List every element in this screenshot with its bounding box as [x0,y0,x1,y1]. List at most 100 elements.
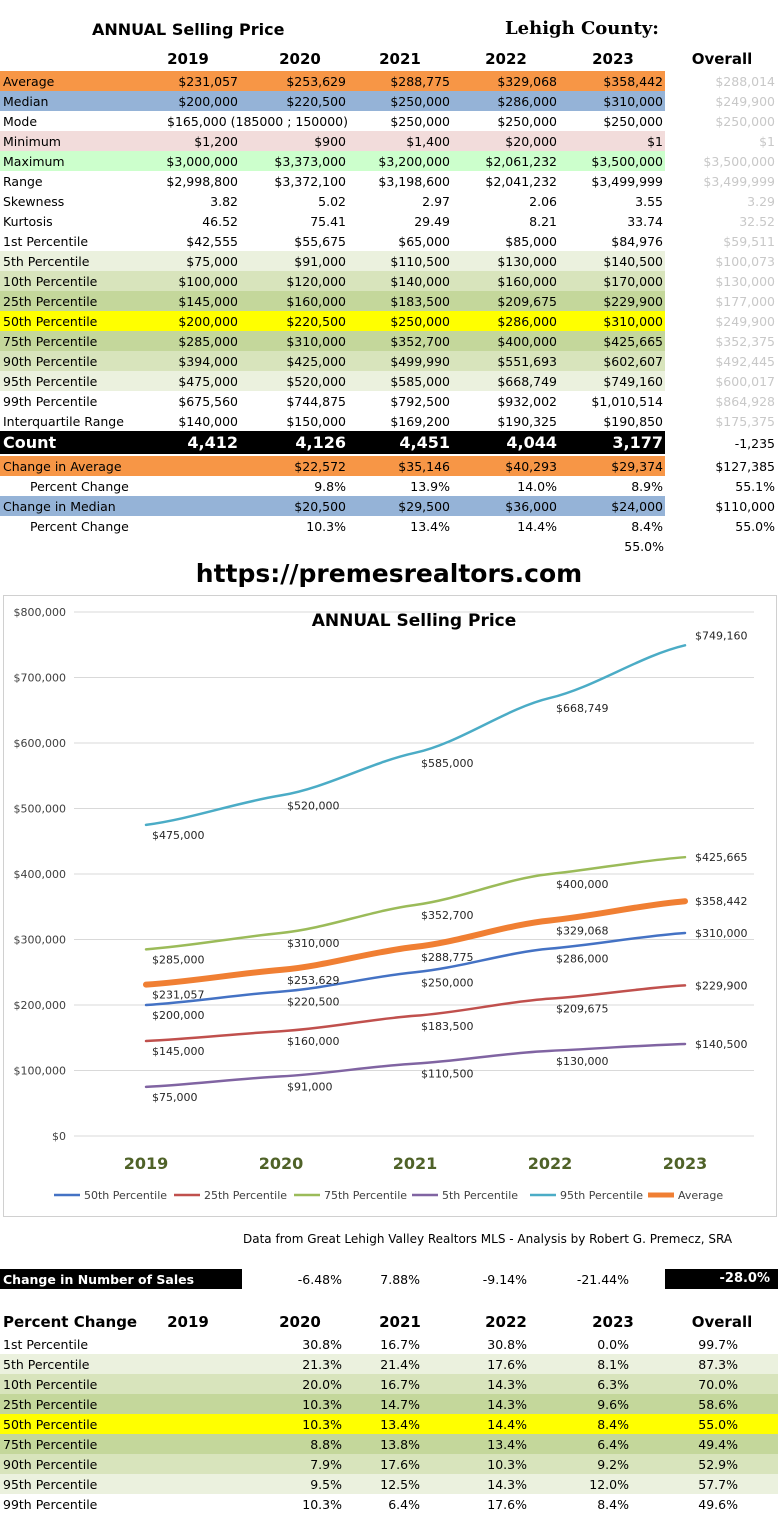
x-tick-label: 2020 [259,1154,304,1173]
row-highlight [0,456,665,476]
cell-value: 9.8% [314,479,346,494]
data-label: $253,629 [287,974,340,987]
row-label: 10th Percentile [3,274,98,289]
cell-value: $1 [647,134,663,149]
pct-cell: 30.8% [487,1337,527,1352]
data-label: $585,000 [421,757,474,770]
year-header: 2023 [592,50,634,68]
count-row: Count 4,412 4,126 4,451 4,044 3,177 -1,235 [0,431,778,454]
sales-change-label: Change in Number of Sales [3,1272,195,1287]
pct-table-title: Percent Change [3,1313,138,1331]
cell-value: $744,875 [286,394,346,409]
data-label: $145,000 [152,1045,205,1058]
stats-row: 5th Percentile $75,000 $91,000 $110,500 $130… [0,251,778,271]
cell-value: $65,000 [398,234,450,249]
overall-value: $3,500,000 [703,154,775,169]
pct-cell: 21.3% [302,1357,342,1372]
data-label: $286,000 [556,953,609,966]
pct-row-label: 25th Percentile [3,1397,98,1412]
pct-row: 99th Percentile 10.3% 6.4% 17.6% 8.4% 49.6% [0,1494,778,1514]
pct-cell: 14.3% [487,1477,527,1492]
cell-value: $286,000 [497,94,557,109]
pct-cell: 12.5% [380,1477,420,1492]
row-label: Average [3,74,55,89]
pct-row-label: 10th Percentile [3,1377,98,1392]
y-tick-label: $300,000 [14,934,67,947]
sales-change-value: -9.14% [482,1272,527,1287]
pct-cell: 13.4% [380,1417,420,1432]
cell-value: $1,400 [406,134,450,149]
data-label: $358,442 [695,895,748,908]
cell-value: $160,000 [497,274,557,289]
cell-value: $352,700 [390,334,450,349]
series-line [144,1042,687,1089]
cell-value: $286,000 [497,314,557,329]
cell-value: $140,000 [178,414,238,429]
x-tick-label: 2021 [393,1154,438,1173]
pct-cell: 12.0% [589,1477,629,1492]
pct-overall: 87.3% [698,1357,738,1372]
cell-value: $675,560 [178,394,238,409]
cell-value: $329,068 [497,74,557,89]
year-header: 2020 [279,50,321,68]
cell-value: $220,500 [286,94,346,109]
data-label: $220,500 [287,996,340,1009]
pct-overall: 55.0% [698,1417,738,1432]
pct-year-header: 2019 [167,1313,209,1331]
stats-row: Skewness 3.82 5.02 2.97 2.06 3.55 3.29 [0,191,778,211]
row-label: Skewness [3,194,65,209]
pct-row: 90th Percentile 7.9% 17.6% 10.3% 9.2% 52.9% [0,1454,778,1474]
cell-value: $29,374 [611,459,663,474]
cell-value: $792,500 [390,394,450,409]
cell-value: $20,000 [505,134,557,149]
stats-row: Median $200,000 $220,500 $250,000 $286,000 $3… [0,91,778,111]
cell-value: $475,000 [178,374,238,389]
cell-value: $250,000 [390,314,450,329]
cell-value: $585,000 [390,374,450,389]
overall-header: Overall [691,50,753,68]
data-label: $130,000 [556,1055,609,1068]
cell-value: $22,572 [294,459,346,474]
overall-value: $177,000 [715,294,775,309]
pct-cell: 13.8% [380,1437,420,1452]
row-label: Minimum [3,134,61,149]
cell-value: $220,500 [286,314,346,329]
pct-cell: 6.3% [597,1377,629,1392]
pct-row-label: 95th Percentile [3,1477,98,1492]
pct-row-label: 90th Percentile [3,1457,98,1472]
overall-value: 3.29 [747,194,775,209]
overall-value: $110,000 [715,499,775,514]
pct-cell: 16.7% [380,1337,420,1352]
count-value: 4,412 [187,433,238,452]
count-overall: -1,235 [734,436,775,451]
cell-value: 8.21 [529,214,557,229]
row-label: 90th Percentile [3,354,98,369]
pct-overall: 58.6% [698,1397,738,1412]
cell-value: $170,000 [603,274,663,289]
pct-overall: 52.9% [698,1457,738,1472]
website-url[interactable]: https://premesrealtors.com [195,559,583,588]
cell-value: $250,000 [497,114,557,129]
cell-value: $190,850 [603,414,663,429]
cell-value: 5.02 [318,194,346,209]
source-note: Data from Great Lehigh Valley Realtors M… [243,1232,733,1246]
stats-row: Average $231,057 $253,629 $288,775 $329,068 $… [0,71,778,91]
row-highlight [0,371,665,391]
series-line [144,984,687,1043]
data-label: $91,000 [287,1080,333,1093]
count-value: 4,126 [295,433,346,452]
cell-value: $209,675 [497,294,557,309]
stats-row: 75th Percentile $285,000 $310,000 $352,700 $… [0,331,778,351]
data-label: $110,500 [421,1068,474,1081]
overall-value: $249,900 [715,94,775,109]
cell-value: 8.4% [631,519,663,534]
pct-cell: 14.3% [487,1377,527,1392]
row-highlight [0,131,665,151]
y-tick-label: $400,000 [14,868,67,881]
cell-value: $602,607 [603,354,663,369]
county-title: Lehigh County: [505,18,659,39]
pct-cell: 17.6% [380,1457,420,1472]
cell-value: 3.82 [210,194,238,209]
pct-cell: 7.9% [310,1457,342,1472]
year-header: 2021 [379,50,421,68]
